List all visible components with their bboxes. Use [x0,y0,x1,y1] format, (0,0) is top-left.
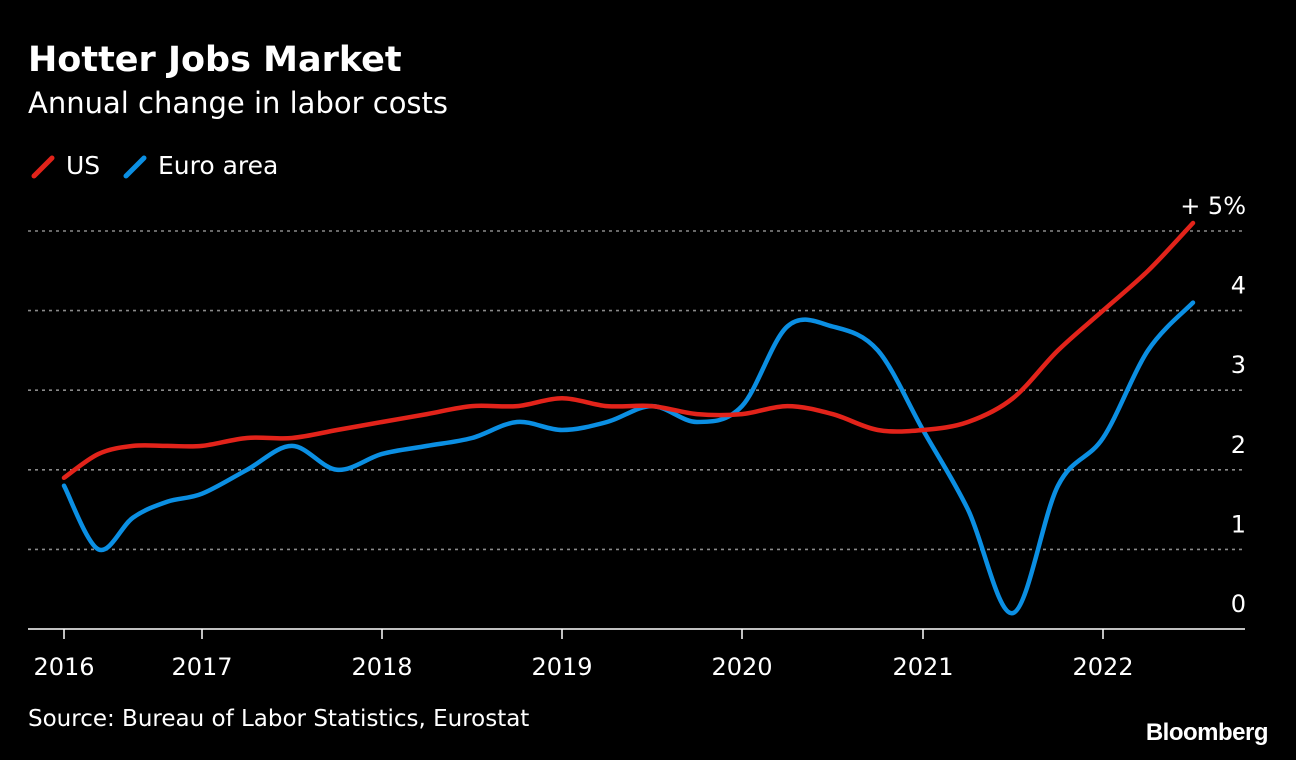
legend-swatch-euro-area [123,155,147,179]
series-line-euro-area [61,300,1196,616]
source-note: Source: Bureau of Labor Statistics, Euro… [28,706,530,732]
chart-subtitle: Annual change in labor costs [28,86,449,120]
legend-label-us: US [66,151,101,180]
x-tick-label-2020: 2020 [711,653,772,681]
y-tick-label-2: 2 [1231,431,1246,459]
legend-swatch-us [31,155,55,179]
bloomberg-logo: Bloomberg [1145,719,1269,746]
y-tick-label-3: 3 [1231,351,1246,379]
x-tick-label-2016: 2016 [33,653,94,681]
y-tick-label-5: + 5% [1180,192,1246,220]
x-tick-label-2018: 2018 [351,653,412,681]
y-tick-label-0: 0 [1231,590,1246,618]
x-tick-label-2019: 2019 [531,653,592,681]
legend-label-euro-area: Euro area [158,151,279,180]
x-tick-label-2021: 2021 [892,653,953,681]
chart-title: Hotter Jobs Market [28,40,402,80]
y-tick-label-1: 1 [1231,510,1246,538]
x-tick-label-2022: 2022 [1072,653,1133,681]
x-tick-label-2017: 2017 [171,653,232,681]
series-line-us [61,220,1196,481]
y-tick-label-4: 4 [1231,272,1246,300]
